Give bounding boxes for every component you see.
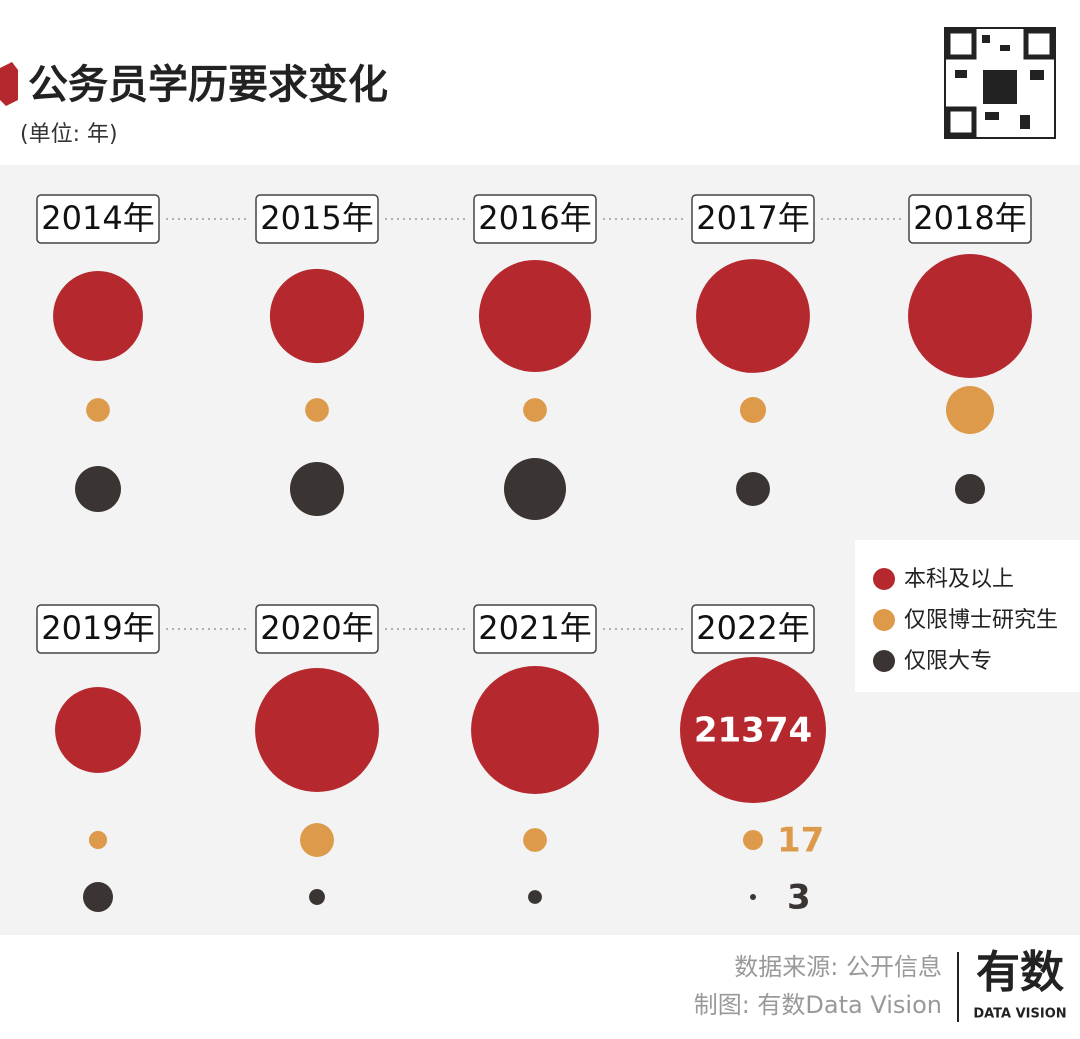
bubble bbox=[269, 268, 365, 364]
bubble bbox=[736, 472, 770, 506]
bubble bbox=[300, 823, 334, 857]
bubble bbox=[954, 473, 986, 505]
x-tick-label: 2019年 bbox=[41, 609, 154, 647]
x-tick-label: 2015年 bbox=[260, 199, 373, 237]
year-box bbox=[691, 194, 815, 244]
x-tick-label: 2017年 bbox=[696, 199, 809, 237]
bubble bbox=[53, 271, 143, 361]
bubble bbox=[255, 668, 379, 792]
bubble bbox=[471, 666, 599, 794]
year-box bbox=[255, 604, 379, 654]
x-tick-label: 2022年 bbox=[696, 609, 809, 647]
logo-subtext: DATA VISION bbox=[973, 1007, 1066, 1022]
bubble bbox=[743, 830, 763, 850]
bubble bbox=[305, 398, 329, 422]
legend-label: 仅限大专 bbox=[904, 649, 992, 674]
bubble bbox=[75, 466, 121, 512]
qr-code bbox=[944, 27, 1056, 139]
bubble bbox=[523, 398, 547, 422]
chart-subtitle: (单位: 年) bbox=[20, 122, 118, 147]
data-label: 17 bbox=[777, 821, 824, 861]
x-tick-label: 2021年 bbox=[478, 609, 591, 647]
bubble bbox=[749, 893, 757, 901]
x-tick-label: 2020年 bbox=[260, 609, 373, 647]
bubble bbox=[86, 398, 110, 422]
data-label: 3 bbox=[787, 878, 811, 918]
bubble bbox=[289, 461, 345, 517]
x-tick-label: 2018年 bbox=[913, 199, 1026, 237]
legend-swatch bbox=[873, 609, 895, 631]
year-box bbox=[908, 194, 1032, 244]
year-box bbox=[36, 604, 160, 654]
year-box bbox=[36, 194, 160, 244]
year-box bbox=[473, 194, 597, 244]
bubble bbox=[946, 386, 994, 434]
bubble bbox=[88, 830, 108, 850]
bubble bbox=[680, 657, 826, 803]
x-tick-label: 2016年 bbox=[478, 199, 591, 237]
bubble bbox=[478, 259, 592, 373]
legend-label: 本科及以上 bbox=[904, 567, 1014, 592]
bubble bbox=[523, 828, 547, 852]
source-note: 数据来源: 公开信息 bbox=[734, 953, 942, 981]
chart-title: 公务员学历要求变化 bbox=[28, 62, 388, 108]
legend-swatch bbox=[873, 568, 895, 590]
year-box bbox=[691, 604, 815, 654]
bubble bbox=[696, 259, 810, 373]
credit-note: 制图: 有数Data Vision bbox=[694, 991, 942, 1019]
bubble bbox=[309, 889, 325, 905]
bubble bbox=[504, 458, 566, 520]
bubble bbox=[82, 881, 114, 913]
legend-swatch bbox=[873, 650, 895, 672]
bubble bbox=[528, 890, 542, 904]
bubble bbox=[908, 254, 1032, 378]
legend-label: 仅限博士研究生 bbox=[904, 608, 1058, 633]
logo: 有数 bbox=[976, 947, 1064, 998]
year-box bbox=[255, 194, 379, 244]
title-marker bbox=[0, 62, 18, 106]
bubble bbox=[739, 396, 767, 424]
x-tick-label: 2014年 bbox=[41, 199, 154, 237]
year-box bbox=[473, 604, 597, 654]
data-label: 21374 bbox=[694, 711, 812, 751]
bubble bbox=[55, 687, 141, 773]
